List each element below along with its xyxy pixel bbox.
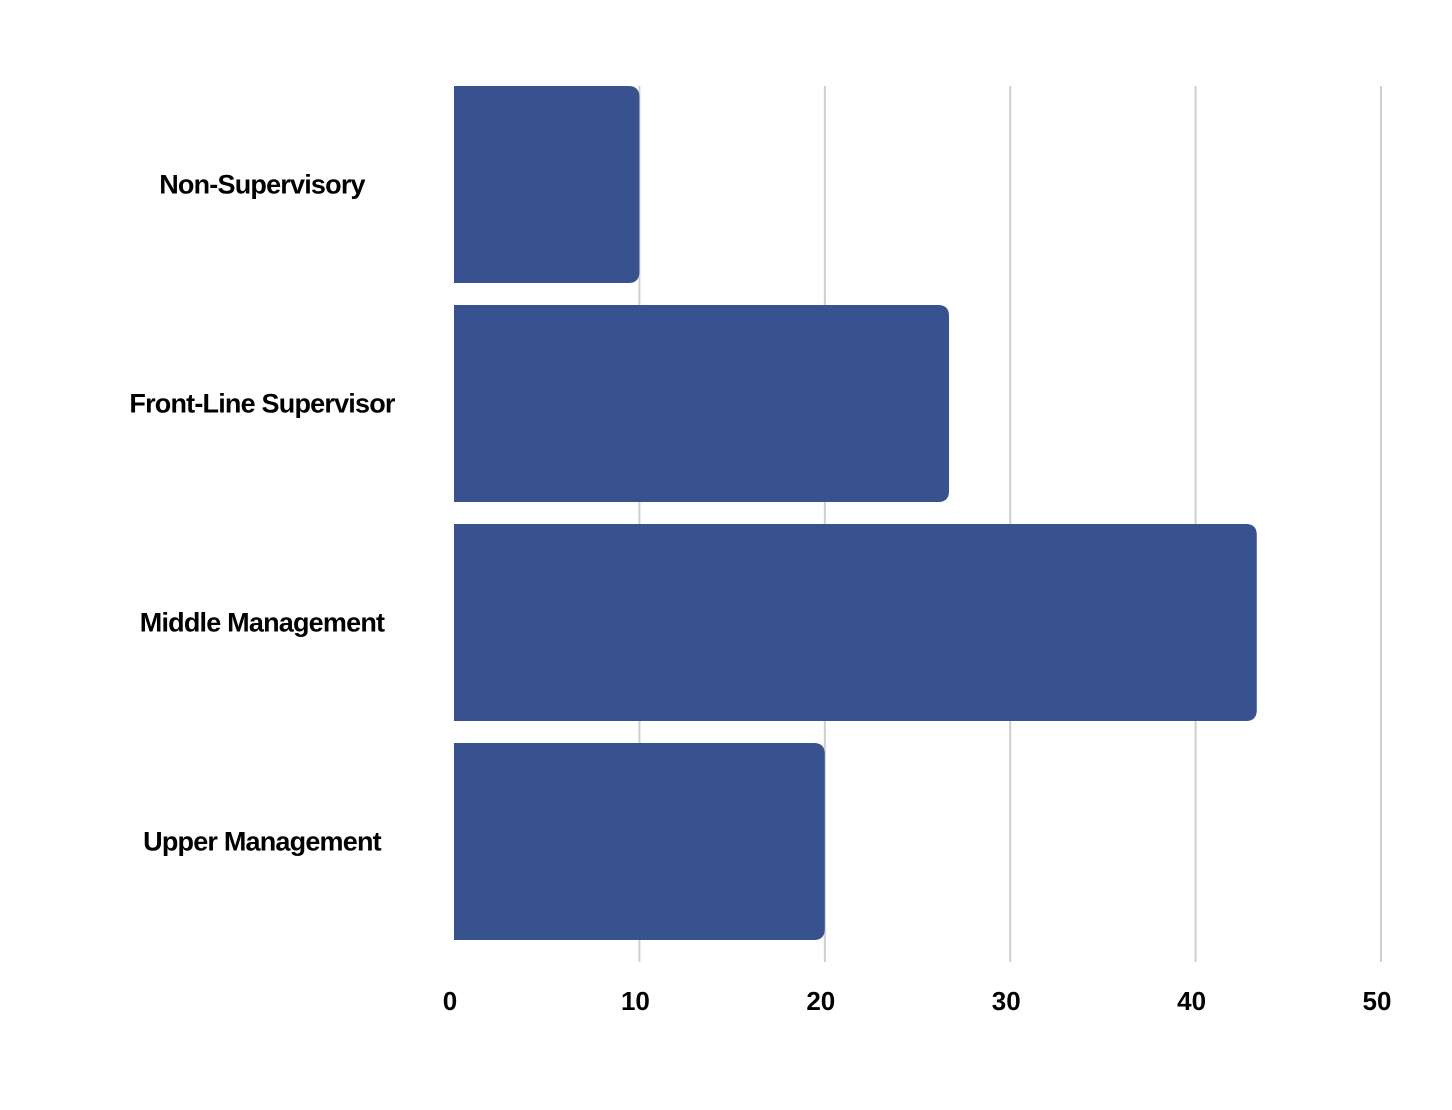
x-axis-tick-labels: 0 10 20 30 40 50: [443, 986, 1392, 1016]
x-tick-label: 20: [806, 986, 835, 1016]
x-tick-label: 30: [992, 986, 1021, 1016]
category-label: Front-Line Supervisor: [129, 389, 396, 419]
bar: [454, 524, 1257, 721]
bar: [454, 743, 825, 940]
bars: [454, 86, 1257, 940]
category-label: Non-Supervisory: [159, 170, 365, 200]
bar: [454, 86, 640, 283]
x-tick-label: 10: [621, 986, 650, 1016]
x-tick-label: 0: [443, 986, 457, 1016]
bar: [454, 305, 950, 502]
category-label: Middle Management: [140, 608, 385, 638]
x-tick-label: 50: [1363, 986, 1392, 1016]
category-labels: Non-Supervisory Front-Line Supervisor Midd…: [129, 170, 396, 857]
x-tick-label: 40: [1177, 986, 1206, 1016]
category-label: Upper Management: [143, 827, 382, 857]
